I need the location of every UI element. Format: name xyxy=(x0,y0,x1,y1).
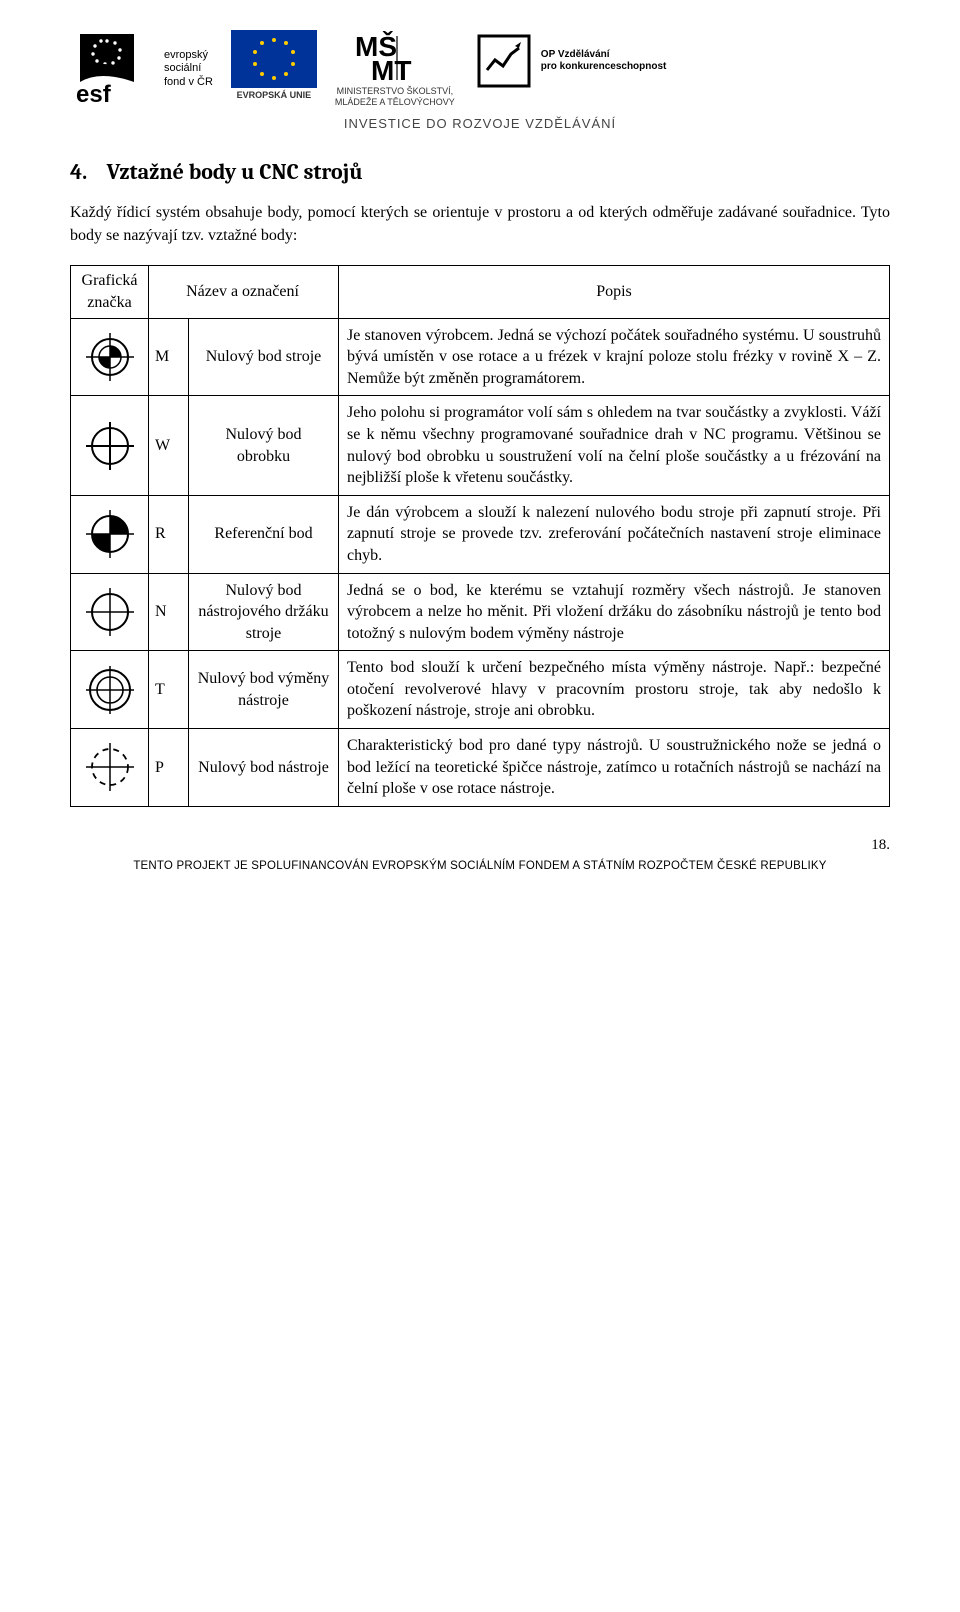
logo-opvk: OP Vzdělávání pro konkurenceschopnost xyxy=(473,30,667,92)
header-subtitle: INVESTICE DO ROZVOJE VZDĚLÁVÁNÍ xyxy=(70,116,890,131)
row-name: Nulový bod výměny nástroje xyxy=(189,651,339,729)
esf-icon: esf xyxy=(70,30,158,108)
row-name: Referenční bod xyxy=(189,495,339,573)
row-name: Nulový bod nástroje xyxy=(189,729,339,807)
esf-label-3: fond v ČR xyxy=(164,76,213,89)
table-row: T Nulový bod výměny nástroje Tento bod s… xyxy=(71,651,890,729)
table-row: M Nulový bod stroje Je stanoven výrobcem… xyxy=(71,318,890,396)
svg-text:MT: MT xyxy=(371,55,411,84)
row-name: Nulový bod obrobku xyxy=(189,396,339,495)
table-header-row: Grafická značka Název a označení Popis xyxy=(71,266,890,318)
esf-label-1: evropský xyxy=(164,49,213,62)
row-code: T xyxy=(149,651,189,729)
row-desc: Jedná se o bod, ke kterému se vztahují r… xyxy=(339,573,890,651)
opvk-icon xyxy=(473,30,535,92)
row-desc: Tento bod slouží k určení bezpečného mís… xyxy=(339,651,890,729)
table-row: R Referenční bod Je dán výrobcem a slouž… xyxy=(71,495,890,573)
section-number: 4. xyxy=(70,159,87,185)
row-name: Nulový bod stroje xyxy=(189,318,339,396)
eu-label: EVROPSKÁ UNIE xyxy=(237,90,312,101)
row-desc: Je stanoven výrobcem. Jedná se výchozí p… xyxy=(339,318,890,396)
header-logos: esf evropský sociální fond v ČR EVROPSKÁ… xyxy=(70,30,890,108)
svg-text:esf: esf xyxy=(76,81,112,108)
logo-esf: esf evropský sociální fond v ČR xyxy=(70,30,213,108)
symbol-m-icon xyxy=(82,329,138,385)
row-code: W xyxy=(149,396,189,495)
msmt-label-1: MINISTERSTVO ŠKOLSTVÍ, xyxy=(335,86,455,97)
row-code: N xyxy=(149,573,189,651)
header-col1: Grafická značka xyxy=(71,266,149,318)
symbol-p-icon xyxy=(82,739,138,795)
table-row: P Nulový bod nástroje Charakteristický b… xyxy=(71,729,890,807)
row-desc: Je dán výrobcem a slouží k nalezení nulo… xyxy=(339,495,890,573)
reference-points-table: Grafická značka Název a označení Popis M… xyxy=(70,265,890,806)
table-row: W Nulový bod obrobku Jeho polohu si prog… xyxy=(71,396,890,495)
row-name: Nulový bod nástrojového držáku stroje xyxy=(189,573,339,651)
opvk-label-1: OP Vzdělávání xyxy=(541,49,667,61)
header-col3: Popis xyxy=(339,266,890,318)
esf-label-2: sociální xyxy=(164,62,213,75)
msmt-icon: MŠ MT xyxy=(347,30,443,84)
symbol-w-icon xyxy=(82,418,138,474)
symbol-r-icon xyxy=(82,506,138,562)
page-number: 18. xyxy=(70,837,890,854)
opvk-label-2: pro konkurenceschopnost xyxy=(541,61,667,73)
table-row: N Nulový bod nástrojového držáku stroje … xyxy=(71,573,890,651)
row-desc: Charakteristický bod pro dané typy nástr… xyxy=(339,729,890,807)
symbol-n-icon xyxy=(82,584,138,640)
intro-paragraph: Každý řídicí systém obsahuje body, pomoc… xyxy=(70,201,890,247)
row-code: P xyxy=(149,729,189,807)
row-desc: Jeho polohu si programátor volí sám s oh… xyxy=(339,396,890,495)
logo-eu: EVROPSKÁ UNIE xyxy=(231,30,317,101)
row-code: R xyxy=(149,495,189,573)
msmt-label-2: MLÁDEŽE A TĚLOVÝCHOVY xyxy=(335,97,455,108)
section-heading: 4. Vztažné body u CNC strojů xyxy=(70,159,890,185)
symbol-t-icon xyxy=(82,662,138,718)
row-code: M xyxy=(149,318,189,396)
header-col2: Název a označení xyxy=(149,266,339,318)
logo-msmt: MŠ MT MINISTERSTVO ŠKOLSTVÍ, MLÁDEŽE A T… xyxy=(335,30,455,108)
section-title: Vztažné body u CNC strojů xyxy=(107,159,363,185)
footer-text: TENTO PROJEKT JE SPOLUFINANCOVÁN EVROPSK… xyxy=(70,860,890,872)
eu-flag-icon xyxy=(231,30,317,88)
